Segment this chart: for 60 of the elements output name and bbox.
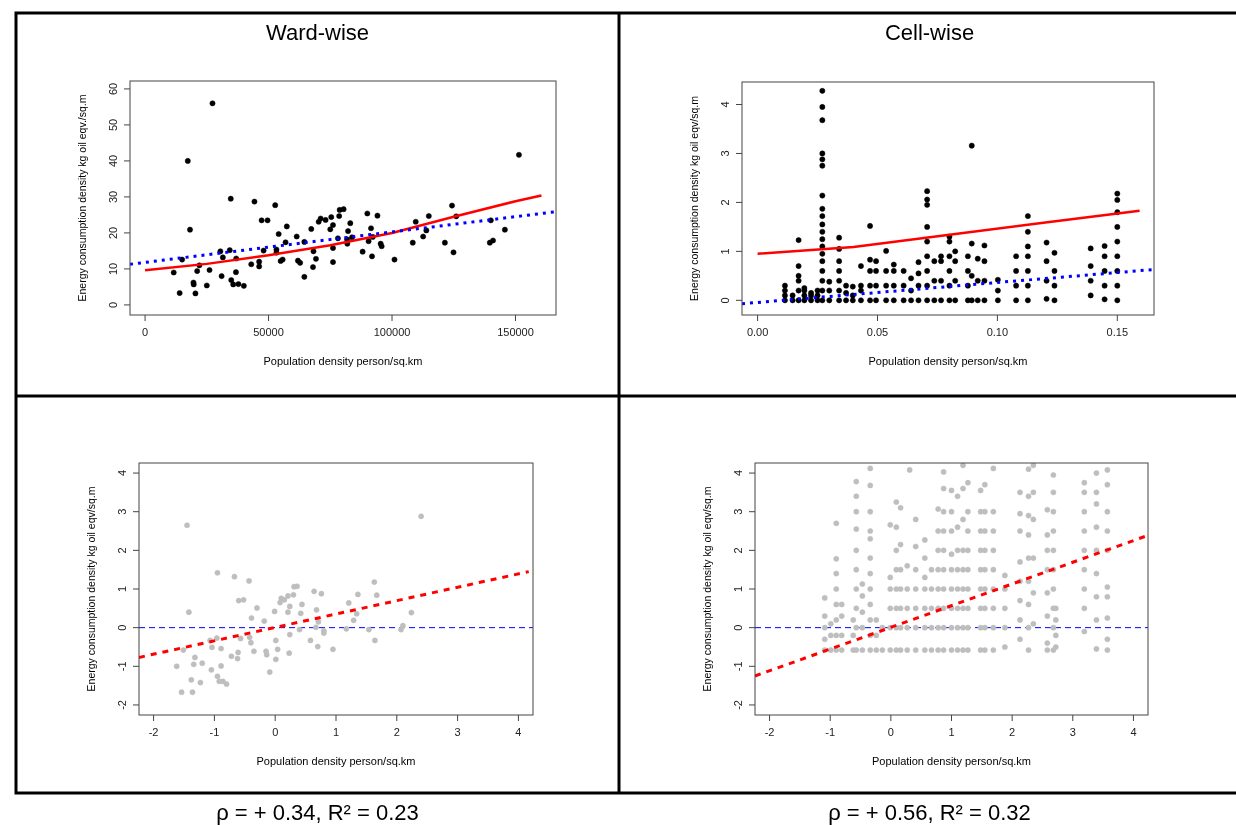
x-tick-label: 150000: [497, 326, 534, 338]
chart-title: Cell-wise: [884, 20, 975, 45]
y-tick-label: 2: [719, 199, 731, 206]
x-tick-label: 4: [515, 726, 522, 738]
y-tick-label: 30: [107, 190, 119, 204]
x-tick-label: 0.00: [746, 326, 769, 338]
x-tick-label: -2: [148, 726, 159, 738]
x-tick-label: 0.15: [1106, 326, 1129, 338]
y-tick-label: 2: [732, 547, 744, 554]
x-tick-label: 3: [454, 726, 461, 738]
x-tick-label: -1: [825, 726, 836, 738]
y-axis-title: Energy consumption density kg oil eqv/sq.m: [688, 95, 700, 301]
x-tick-label: 1: [332, 726, 340, 738]
y-tick-label: 3: [719, 150, 731, 157]
x-tick-label: 2: [393, 726, 400, 738]
x-tick-label: 0.05: [866, 326, 889, 338]
x-tick-label: 100000: [373, 326, 411, 338]
text: ρ = + 0.56, R² = 0.32: [828, 800, 1031, 825]
y-tick-label: 50: [107, 118, 119, 132]
x-tick-label: 4: [1130, 726, 1137, 738]
x-tick-label: 1: [948, 726, 955, 738]
y-tick-label: 0: [107, 301, 119, 308]
x-tick-label: 50000: [253, 326, 284, 338]
y-tick-label: 0: [732, 624, 744, 631]
y-tick-label: -1: [732, 661, 744, 672]
x-tick-label: 0: [887, 726, 894, 738]
y-tick-label: 20: [107, 226, 119, 240]
x-axis-title: Population density person/sq.km: [868, 355, 1028, 367]
x-axis-title: Population density person/sq.km: [256, 755, 416, 767]
chart-title: Ward-wise: [265, 20, 370, 45]
y-tick-label: 40: [107, 154, 119, 168]
x-tick-label: 0: [272, 726, 279, 738]
y-tick-label: -1: [116, 661, 128, 672]
x-tick-label: 0: [142, 326, 149, 338]
y-axis-title: Energy consumption density kg oil eqv/sq.m: [701, 486, 713, 692]
y-tick-label: 4: [116, 469, 128, 477]
x-axis-title: Population density person/sq.km: [263, 355, 423, 367]
y-tick-label: -2: [732, 700, 744, 710]
x-tick-label: -1: [209, 726, 220, 738]
x-tick-label: 2: [1009, 726, 1016, 738]
y-tick-label: 1: [116, 585, 128, 593]
y-tick-label: 0: [719, 297, 731, 304]
y-tick-label: 1: [732, 585, 744, 593]
x-tick-label: 0.10: [986, 326, 1009, 338]
y-tick-label: 3: [732, 508, 744, 515]
y-tick-label: 4: [732, 469, 744, 477]
y-axis-title: Energy consumption density kg oil eqv/sq.m: [85, 486, 97, 692]
x-axis-title: Population density person/sq.km: [872, 755, 1031, 767]
y-tick-label: 1: [719, 248, 731, 255]
x-tick-label: -2: [764, 726, 775, 738]
y-tick-label: 10: [107, 262, 119, 276]
x-tick-label: 3: [1069, 726, 1076, 738]
y-axis-title: Energy consumption density kg oil eqv./sq.m: [76, 94, 88, 302]
y-tick-label: 3: [116, 508, 128, 515]
text: ρ = + 0.34, R² = 0.23: [216, 800, 419, 825]
y-tick-label: 2: [116, 547, 128, 554]
y-tick-label: 4: [719, 101, 731, 108]
y-tick-label: 0: [116, 624, 128, 631]
y-tick-label: -2: [116, 700, 128, 710]
y-tick-label: 60: [107, 82, 119, 96]
